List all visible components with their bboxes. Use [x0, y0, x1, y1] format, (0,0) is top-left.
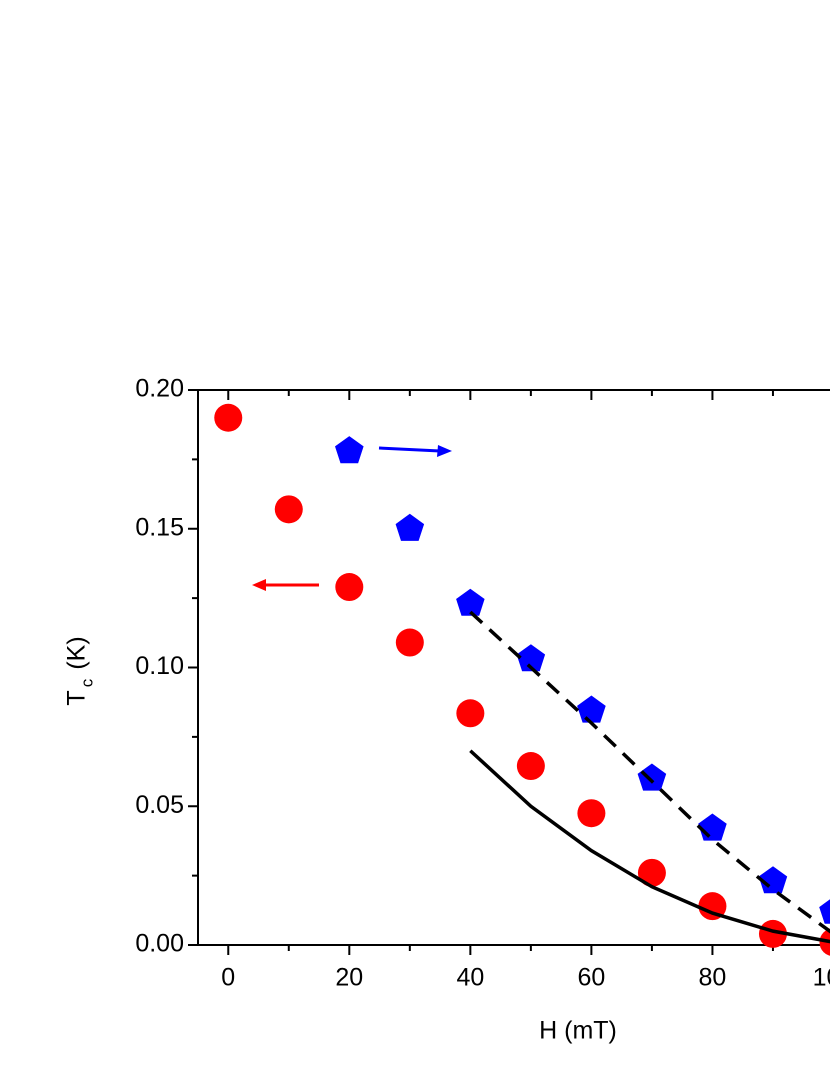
data-point — [577, 695, 606, 723]
data-point — [335, 436, 364, 464]
plot-frame — [197, 389, 830, 946]
y-tick-label: 0.05 — [135, 791, 184, 819]
data-point — [214, 403, 243, 432]
data-point — [335, 573, 364, 602]
data-point — [758, 919, 787, 948]
data-point — [456, 588, 485, 616]
y-tick-label: 0.15 — [135, 513, 184, 541]
y-label-sub: c — [77, 678, 96, 687]
x-tick-label: 20 — [335, 964, 363, 992]
y-axis-label: T c (K) — [63, 636, 97, 705]
x-tick-label: 100 — [813, 964, 830, 992]
y-tick-label: 0.00 — [135, 930, 184, 958]
data-point — [274, 495, 303, 524]
x-tick-label: 60 — [577, 964, 605, 992]
data-point — [516, 752, 545, 781]
y-label-main: T — [63, 690, 91, 705]
y-tick-label: 0.10 — [135, 652, 184, 680]
blue-arrow — [378, 445, 452, 457]
data-point — [637, 763, 667, 791]
x-axis-label: H (mT) — [539, 1017, 617, 1045]
arrow-head — [252, 579, 266, 591]
data-point — [819, 899, 830, 924]
data-point — [516, 644, 546, 672]
data-point — [637, 858, 666, 887]
data-point — [698, 813, 727, 841]
x-tick-label: 0 — [221, 964, 235, 992]
arrow-head — [437, 445, 452, 457]
y-tick-label: 0.20 — [135, 375, 184, 403]
y-label-unit: (K) — [63, 636, 91, 669]
x-tick-label: 40 — [456, 964, 484, 992]
data-point — [395, 628, 424, 657]
data-point — [456, 699, 485, 728]
red-arrow — [252, 579, 319, 591]
data-point — [698, 892, 727, 921]
data-point — [395, 513, 425, 541]
fit-line — [469, 749, 830, 944]
x-tick-label: 80 — [699, 964, 727, 992]
dashed-fit-line — [469, 610, 830, 934]
data-point — [577, 799, 606, 828]
data-point — [758, 866, 788, 894]
arrow-shaft — [378, 446, 441, 453]
